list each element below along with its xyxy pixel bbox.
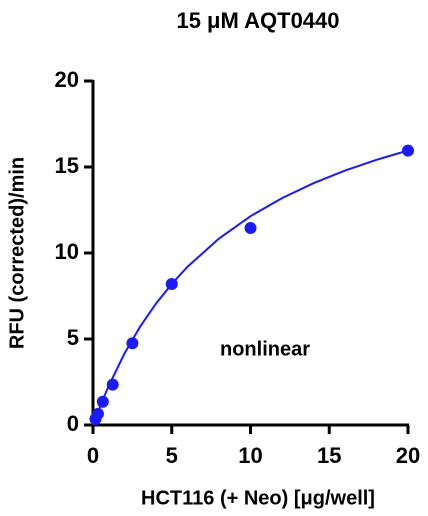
chart-title: 15 μM AQT0440	[176, 8, 339, 33]
x-tick-label: 20	[396, 443, 420, 468]
data-point	[126, 337, 139, 350]
x-tick-label: 10	[238, 443, 262, 468]
y-tick-label: 20	[55, 67, 79, 92]
data-point	[402, 144, 414, 157]
x-tick-label: 15	[317, 443, 341, 468]
y-tick-label: 10	[55, 239, 79, 264]
data-point	[96, 395, 109, 408]
data-point	[91, 407, 104, 420]
y-tick-label: 5	[67, 325, 79, 350]
y-axis-label: RFU (corrected)/min	[6, 157, 28, 349]
data-point	[106, 378, 119, 391]
y-tick-label: 0	[67, 411, 79, 436]
fit-curve	[92, 149, 409, 426]
x-axis-label: HCT116 (+ Neo) [μg/well]	[141, 487, 375, 509]
data-point	[244, 222, 257, 235]
annotation: nonlinear	[220, 338, 310, 360]
data-point	[165, 277, 178, 290]
x-tick-label: 5	[166, 443, 178, 468]
x-tick-label: 0	[87, 443, 99, 468]
y-tick-label: 15	[55, 153, 79, 178]
